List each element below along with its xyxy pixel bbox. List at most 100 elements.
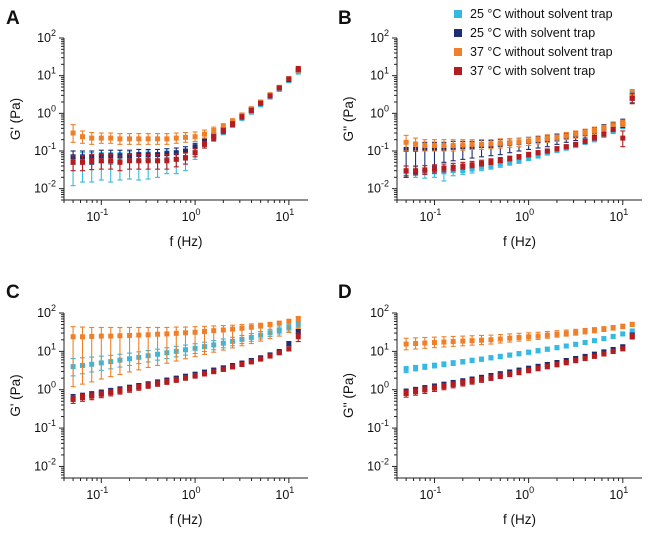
data-point [258, 323, 264, 329]
data-point [70, 159, 76, 165]
data-point [460, 168, 466, 174]
data-point [295, 66, 301, 72]
data-point [629, 333, 635, 339]
data-point [201, 141, 207, 147]
data-point [220, 128, 226, 134]
data-point [601, 125, 607, 131]
data-point [295, 328, 301, 334]
data-point [563, 144, 569, 150]
data-point [610, 333, 616, 339]
legend-item: 37 °C without solvent trap [454, 42, 613, 61]
y-tick-label: 100 [370, 103, 389, 120]
data-point [526, 155, 532, 161]
data-point [127, 136, 133, 142]
y-tick-label: 10-1 [34, 418, 56, 435]
data-point [610, 123, 616, 129]
x-tick-label: 10-1 [420, 207, 442, 224]
data-point [488, 159, 494, 165]
data-point [108, 135, 114, 141]
tick-exponent: 0 [529, 485, 534, 495]
x-tick-label: 100 [182, 485, 201, 502]
data-point [108, 158, 114, 164]
tick-exponent: 2 [384, 28, 389, 38]
data-point [117, 388, 123, 394]
tick-base: 10 [367, 182, 381, 196]
data-point [117, 136, 123, 142]
data-point [507, 371, 513, 377]
tick-exponent: -2 [48, 456, 56, 466]
data-point [201, 328, 207, 334]
data-point [108, 333, 114, 339]
data-point [535, 348, 541, 354]
data-point [267, 93, 273, 99]
panel-letter: C [6, 282, 20, 303]
tick-base: 10 [370, 69, 384, 83]
data-point [582, 138, 588, 144]
data-point [591, 353, 597, 359]
data-point [460, 380, 466, 386]
tick-base: 10 [609, 210, 623, 224]
data-point [413, 365, 419, 371]
y-axis-title: G' (Pa) [8, 98, 23, 140]
data-point [479, 160, 485, 166]
data-point [507, 159, 513, 165]
y-tick-label: 102 [370, 303, 389, 320]
tick-base: 10 [367, 459, 381, 473]
data-point [145, 136, 151, 142]
data-point [488, 163, 494, 169]
data-point [145, 332, 151, 338]
data-point [582, 328, 588, 334]
data-point [601, 336, 607, 342]
data-point [610, 127, 616, 133]
tick-base: 10 [370, 306, 384, 320]
data-point [173, 150, 179, 156]
data-point [497, 336, 503, 342]
tick-base: 10 [34, 182, 48, 196]
y-tick-label: 10-1 [367, 141, 389, 158]
y-tick-label: 100 [37, 103, 56, 120]
data-point [516, 334, 522, 340]
series-0 [403, 328, 635, 374]
data-point [182, 134, 188, 140]
data-point [136, 384, 142, 390]
data-point [488, 141, 494, 147]
data-point [563, 343, 569, 349]
tick-base: 10 [370, 31, 384, 45]
data-point [145, 382, 151, 388]
data-point [460, 142, 466, 148]
data-point [526, 349, 532, 355]
data-point [441, 383, 447, 389]
data-point [479, 141, 485, 147]
data-point [136, 158, 142, 164]
data-point [479, 337, 485, 343]
data-point [403, 341, 409, 347]
data-point [507, 335, 513, 341]
panel-letter: D [338, 282, 352, 303]
data-point [563, 330, 569, 336]
data-point [211, 134, 217, 140]
x-tick-label: 10-1 [86, 485, 108, 502]
data-point [79, 395, 85, 401]
tick-base: 10 [86, 488, 100, 502]
tick-exponent: 2 [51, 303, 56, 313]
data-point [422, 340, 428, 346]
data-point [469, 162, 475, 168]
data-point [431, 166, 437, 172]
y-tick-label: 10-2 [367, 179, 389, 196]
data-point [620, 324, 626, 330]
data-point [629, 322, 635, 328]
tick-base: 10 [370, 106, 384, 120]
tick-exponent: -2 [48, 179, 56, 189]
data-point [98, 135, 104, 141]
tick-base: 10 [34, 144, 48, 158]
tick-exponent: -1 [100, 485, 108, 495]
data-point [70, 130, 76, 136]
data-point [450, 360, 456, 366]
data-point [591, 135, 597, 141]
y-tick-label: 10-1 [367, 418, 389, 435]
x-tick-label: 100 [515, 485, 534, 502]
legend-item: 25 °C with solvent trap [454, 23, 613, 42]
data-point [563, 133, 569, 139]
data-point [192, 144, 198, 150]
